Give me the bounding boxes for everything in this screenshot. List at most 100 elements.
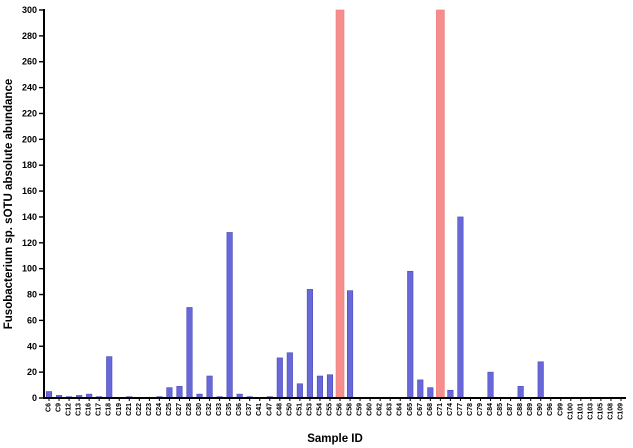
x-tick-label-C27: C27	[176, 403, 183, 416]
x-tick-label-C12: C12	[66, 403, 73, 416]
x-tick-label-C88: C88	[517, 403, 524, 416]
x-tick-label-C68: C68	[427, 403, 434, 416]
y-tick-label: 0	[32, 393, 37, 403]
x-tick-label-C28: C28	[186, 403, 193, 416]
x-tick-label-C51: C51	[296, 403, 303, 416]
x-tick-label-C96: C96	[547, 403, 554, 416]
x-tick-label-C65: C65	[407, 403, 414, 416]
x-tick-label-C59: C59	[357, 403, 364, 416]
x-tick-label-C67: C67	[417, 403, 424, 416]
x-tick-label-C60: C60	[367, 403, 374, 416]
x-tick-label-C87: C87	[507, 403, 514, 416]
y-tick-label: 40	[27, 341, 37, 351]
x-tick-label-C17: C17	[96, 403, 103, 416]
x-tick-label-C54: C54	[316, 403, 323, 416]
x-tick-label-C64: C64	[397, 403, 404, 416]
y-tick-label: 200	[22, 134, 37, 144]
x-tick-label-C62: C62	[377, 403, 384, 416]
bar-C53	[306, 289, 313, 399]
x-tick-label-C53: C53	[306, 403, 313, 416]
bar-C71	[436, 9, 445, 399]
x-tick-label-C36: C36	[236, 403, 243, 416]
bar-C67	[417, 379, 424, 399]
bar-C32	[206, 375, 213, 399]
bar-C55	[326, 374, 334, 399]
x-tick-label-C71: C71	[437, 403, 444, 416]
y-tick-label: 160	[22, 186, 37, 196]
y-tick-label: 220	[22, 108, 37, 118]
x-tick-label-C99: C99	[557, 403, 564, 416]
y-tick-label: 240	[22, 83, 37, 93]
x-tick-label-C9: C9	[56, 403, 63, 412]
x-tick-label-C109: C109	[617, 403, 624, 420]
x-tick-label-C105: C105	[597, 403, 604, 420]
y-axis-title: Fusobacterium sp. sOTU absolute abundanc…	[3, 79, 15, 330]
x-tick-label-C41: C41	[256, 403, 263, 416]
x-tick-label-C37: C37	[246, 403, 253, 416]
x-tick-label-C22: C22	[136, 403, 143, 416]
x-tick-label-C13: C13	[76, 403, 83, 416]
x-tick-label-C23: C23	[146, 403, 153, 416]
bar-C58	[346, 290, 354, 399]
x-axis-title: Sample ID	[307, 433, 363, 445]
x-tick-label-C55: C55	[326, 403, 333, 416]
bar-C84	[487, 371, 494, 399]
bar-C27	[176, 386, 183, 399]
bars-group	[45, 9, 544, 399]
x-tick-label-C100: C100	[567, 403, 574, 420]
y-tick-label: 280	[22, 31, 37, 41]
bar-C56	[335, 9, 345, 399]
x-tick-label-C30: C30	[196, 403, 203, 416]
x-tick-label-C58: C58	[347, 403, 354, 416]
bar-C25	[166, 387, 173, 399]
x-tick-label-C16: C16	[86, 403, 93, 416]
bar-C51	[296, 383, 303, 399]
bar-C18	[106, 356, 113, 399]
bar-C28	[186, 307, 193, 399]
bar-C68	[427, 387, 434, 399]
bar-C90	[537, 361, 544, 399]
bar-C50	[286, 352, 293, 399]
x-tick-label-C108: C108	[607, 403, 614, 420]
y-tick-label: 20	[27, 367, 37, 377]
x-tick-label-C33: C33	[216, 403, 223, 416]
y-tick-label: 300	[22, 5, 37, 15]
x-tick-label-C79: C79	[477, 403, 484, 416]
y-tick-label: 260	[22, 57, 37, 67]
y-tick-label: 100	[22, 264, 37, 274]
bar-C65	[407, 270, 414, 399]
y-tick-label: 60	[27, 315, 37, 325]
x-tick-label-C90: C90	[537, 403, 544, 416]
x-tick-label-C77: C77	[457, 403, 464, 416]
bar-C74	[447, 389, 454, 399]
y-tick-label: 120	[22, 238, 37, 248]
x-tick-label-C85: C85	[497, 403, 504, 416]
bar-C35	[226, 232, 233, 399]
x-tick-label-C32: C32	[206, 403, 213, 416]
y-tick-label: 180	[22, 160, 37, 170]
x-tick-label-C74: C74	[447, 403, 454, 416]
x-tick-label-C89: C89	[527, 403, 534, 416]
y-tick-label: 80	[27, 290, 37, 300]
x-tick-label-C6: C6	[46, 403, 53, 412]
x-tick-label-C78: C78	[467, 403, 474, 416]
y-tick-label: 140	[22, 212, 37, 222]
x-tick-label-C56: C56	[337, 403, 344, 416]
x-tick-label-C48: C48	[276, 403, 283, 416]
bar-C77	[457, 216, 464, 399]
bar-C48	[276, 357, 283, 399]
bar-C54	[316, 375, 324, 399]
x-tick-label-C50: C50	[286, 403, 293, 416]
axes-group: 0 20 40 60 80 100 120 140 160 180 200 220 240 260 280 3…	[22, 5, 626, 420]
x-tick-label-C35: C35	[226, 403, 233, 416]
x-tick-label-C18: C18	[106, 403, 113, 416]
x-tick-label-C21: C21	[126, 403, 133, 416]
x-tick-label-C47: C47	[266, 403, 273, 416]
x-tick-label-C63: C63	[387, 403, 394, 416]
x-tick-label-C24: C24	[156, 403, 163, 416]
x-tick-label-C25: C25	[166, 403, 173, 416]
bar-C88	[517, 386, 524, 399]
x-tick-label-C101: C101	[577, 403, 584, 420]
